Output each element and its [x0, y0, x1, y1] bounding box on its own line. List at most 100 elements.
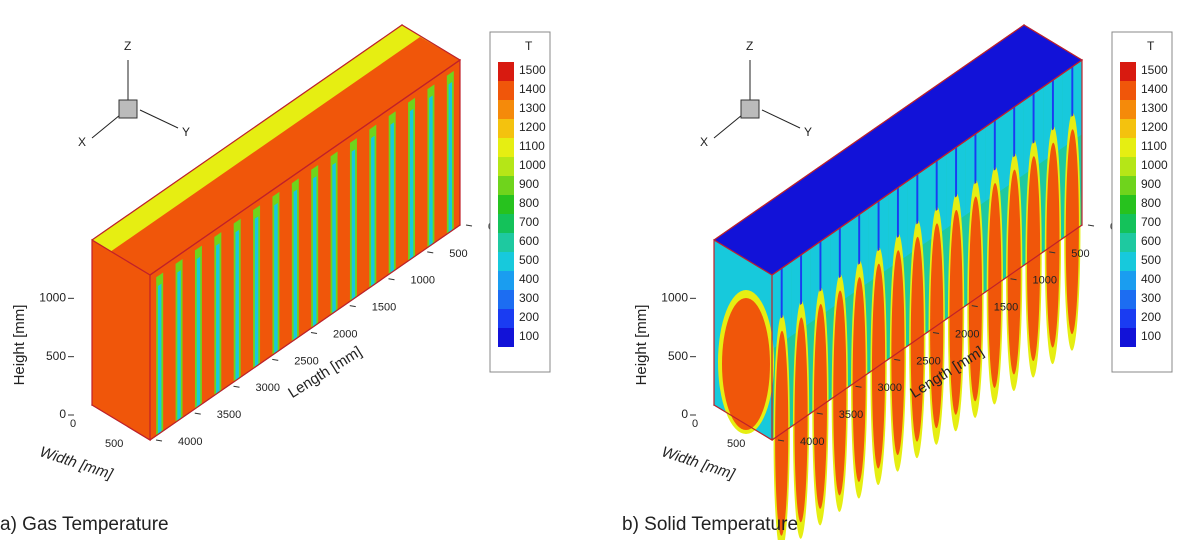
colorbar-swatch — [498, 309, 514, 328]
length-tick — [971, 305, 978, 308]
colorbar-title: T — [525, 39, 533, 53]
length-tick — [1010, 278, 1017, 281]
cool-stripe-core — [196, 256, 201, 408]
colorbar-swatch — [498, 176, 514, 195]
colorbar-label: 200 — [519, 310, 539, 324]
length-tick — [855, 385, 862, 388]
width-tick-label: 0 — [70, 418, 76, 430]
side-fill — [150, 60, 460, 440]
cool-stripe-core — [274, 202, 278, 354]
length-tick-label: 2000 — [333, 328, 357, 340]
length-tick — [932, 332, 940, 334]
width-label: Width [mm] — [660, 443, 738, 483]
colorbar-label: 600 — [519, 234, 539, 248]
colorbar-swatch — [1120, 195, 1136, 214]
top-face — [714, 25, 1082, 275]
cool-stripe-core — [371, 135, 375, 287]
colorbar-label: 900 — [519, 177, 539, 191]
height-tick-label: 1000 — [39, 291, 66, 305]
side-face — [150, 60, 460, 440]
panel: 0 500 1000 1500 2000 2500 3000 3500 4000 0 500 1000… — [0, 24, 551, 535]
blue-edge — [993, 119, 996, 171]
length-tick-label: 3500 — [839, 409, 863, 421]
colorbar-label: 1400 — [519, 82, 546, 96]
colorbar-label: 1300 — [519, 101, 546, 115]
colorbar-swatch — [1120, 119, 1136, 138]
triad-x — [91, 114, 121, 139]
length-tick-label: 2500 — [294, 355, 318, 367]
colorbar-label: 1100 — [519, 139, 545, 153]
blue-edge — [780, 267, 783, 319]
colorbar-swatch — [498, 233, 514, 252]
length-tick-label: 2500 — [916, 355, 940, 367]
width-tick-label: 0 — [692, 418, 698, 430]
colorbar-swatch — [498, 62, 514, 81]
blue-edge — [800, 254, 803, 306]
panel: 0 500 1000 1500 2000 2500 3000 3500 4000 0 500 1000… — [622, 24, 1173, 540]
colorbar-swatch — [1120, 290, 1136, 309]
blue-edge — [955, 146, 958, 198]
cool-stripe-core — [351, 149, 356, 301]
colorbar-swatch — [498, 195, 514, 214]
length-tick — [894, 358, 901, 361]
length-tick-label: 500 — [1071, 248, 1089, 260]
cool-stripe-core — [390, 122, 394, 274]
length-tick-label: 3000 — [256, 382, 280, 394]
triad-y — [761, 109, 801, 129]
front-face — [92, 240, 150, 440]
colorbar-label: 1200 — [1141, 120, 1168, 134]
blue-edge — [896, 186, 899, 238]
colorbar-swatch — [1120, 81, 1136, 100]
length-tick-label: 4000 — [178, 436, 202, 448]
colorbar-label: 1000 — [519, 158, 546, 172]
length-tick-label: 2000 — [955, 328, 979, 340]
length-tick — [427, 251, 434, 254]
cool-stripe-core — [409, 108, 414, 260]
triad-z-label: Z — [746, 39, 753, 53]
length-tick-label: 1000 — [411, 275, 435, 287]
colorbar-swatch — [1120, 214, 1136, 233]
length-tick-label: 3000 — [878, 382, 902, 394]
length-tick-label: 3500 — [217, 409, 241, 421]
height-tick-label: 500 — [46, 349, 66, 363]
colorbar-label: 600 — [1141, 234, 1161, 248]
height-tick-label: 0 — [681, 407, 688, 421]
length-tick — [1087, 224, 1095, 227]
caption: b) Solid Temperature — [622, 514, 798, 535]
height-tick-label: 0 — [59, 407, 66, 421]
blue-edge — [1051, 79, 1054, 131]
colorbar-label: 1500 — [1141, 63, 1168, 77]
blue-edge — [819, 240, 822, 292]
blue-edge — [974, 133, 977, 185]
colorbar-label: 800 — [1141, 196, 1161, 210]
colorbar-swatch — [498, 157, 514, 176]
colorbar-label: 300 — [1141, 291, 1161, 305]
cool-stripe-core — [216, 243, 220, 395]
colorbar-label: 1400 — [1141, 82, 1168, 96]
colorbar-swatch — [1120, 157, 1136, 176]
height-tick-label: 500 — [668, 349, 688, 363]
triad-cube — [740, 99, 760, 119]
cool-stripe-core — [235, 229, 239, 381]
colorbar-label: 100 — [1141, 329, 1161, 343]
colorbar-swatch — [1120, 100, 1136, 119]
length-tick — [155, 439, 163, 442]
colorbar-swatch — [498, 81, 514, 100]
colorbar-label: 700 — [519, 215, 539, 229]
blue-edge — [916, 173, 919, 225]
colorbar-label: 300 — [519, 291, 539, 305]
colorbar-swatch — [498, 252, 514, 271]
length-label: Length [mm] — [285, 343, 365, 402]
colorbar-swatch — [1120, 138, 1136, 157]
box-outline — [149, 58, 461, 441]
colorbar-label: 1100 — [1141, 139, 1167, 153]
colorbar-label: 100 — [519, 329, 539, 343]
side-face — [772, 60, 1082, 540]
colorbar-title: T — [1147, 39, 1155, 53]
box-outline — [771, 58, 1083, 441]
colorbar-swatch — [1120, 271, 1136, 290]
cool-stripe-core — [429, 95, 433, 247]
colorbar-swatch — [498, 328, 514, 347]
colorbar-swatch — [498, 119, 514, 138]
